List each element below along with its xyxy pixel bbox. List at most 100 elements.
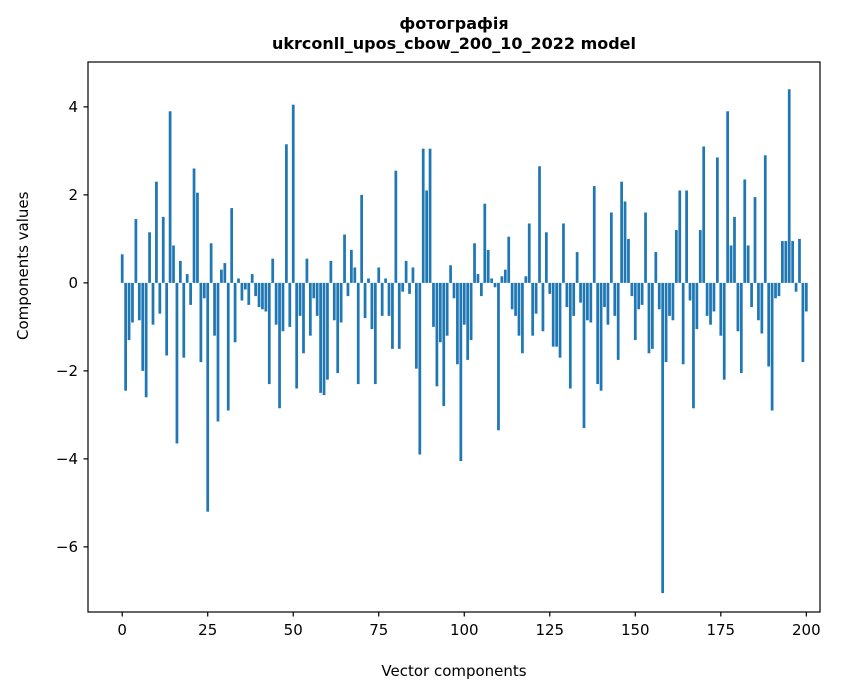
bar: [401, 282, 405, 292]
x-tick-label: 150: [621, 621, 650, 639]
bar: [726, 111, 730, 283]
bar: [127, 282, 131, 341]
bar: [332, 282, 336, 321]
bar: [285, 144, 288, 283]
bar: [254, 282, 257, 297]
bar: [343, 234, 346, 283]
bar: [350, 249, 353, 283]
bar: [582, 282, 586, 429]
bar: [476, 274, 480, 283]
bar: [151, 282, 155, 325]
bar: [367, 278, 370, 283]
bar: [172, 245, 175, 283]
bar: [391, 282, 394, 349]
bar: [261, 282, 264, 310]
bar: [647, 282, 651, 354]
bar: [148, 232, 151, 283]
bar: [558, 282, 562, 358]
y-tick-label: −2: [56, 362, 78, 380]
bar: [298, 282, 302, 316]
bar: [774, 282, 777, 299]
bar: [486, 249, 490, 283]
bar: [592, 186, 596, 283]
bar: [432, 282, 435, 327]
bar: [305, 258, 309, 283]
bar: [456, 282, 459, 365]
bar: [226, 282, 230, 411]
bar: [384, 278, 387, 283]
bar: [692, 282, 695, 409]
bar: [685, 190, 688, 283]
bar: [695, 282, 699, 330]
bar: [753, 197, 757, 283]
bar: [767, 282, 771, 367]
bar: [363, 282, 367, 319]
bar: [544, 232, 548, 283]
bar: [688, 282, 692, 301]
bar: [131, 282, 134, 323]
bar: [709, 282, 712, 325]
bar: [739, 282, 743, 374]
bar: [623, 201, 627, 283]
bar: [548, 282, 552, 294]
bar: [541, 282, 545, 332]
bar: [568, 282, 572, 389]
bar: [319, 282, 322, 393]
bar: [397, 282, 401, 349]
bar: [165, 282, 169, 356]
bar: [798, 238, 801, 283]
bar: [339, 282, 343, 323]
bar: [770, 282, 774, 411]
bar: [206, 282, 210, 512]
bar: [784, 241, 788, 283]
bar: [722, 282, 726, 380]
bar: [702, 146, 706, 283]
bar: [387, 282, 391, 316]
bar: [729, 245, 733, 283]
bar: [671, 282, 675, 321]
bar: [777, 282, 781, 297]
bar: [490, 278, 493, 283]
bar: [517, 282, 521, 336]
bar: [425, 190, 429, 283]
bar: [322, 282, 326, 396]
bar: [589, 282, 593, 323]
bar: [326, 282, 329, 380]
bar: [609, 212, 613, 283]
bar: [462, 282, 466, 325]
bar: [278, 282, 281, 409]
bar: [237, 278, 240, 283]
bar: [449, 265, 452, 283]
bar: [312, 282, 316, 299]
bar: [329, 260, 333, 283]
bar: [415, 282, 418, 369]
bar: [514, 282, 517, 316]
bar: [657, 282, 661, 310]
bar: [781, 241, 784, 283]
bar: [185, 274, 189, 283]
bar: [804, 282, 808, 312]
bar: [209, 243, 213, 283]
bar: [137, 282, 141, 321]
bar: [264, 282, 268, 312]
chart-title: фотографія ukrconll_upos_cbow_200_10_202…: [88, 14, 820, 54]
bar: [510, 282, 514, 310]
bar: [483, 203, 487, 283]
bar: [445, 282, 449, 336]
bar: [640, 282, 644, 305]
bar: [233, 282, 237, 343]
bar: [196, 192, 199, 283]
bar: [199, 282, 203, 363]
bar: [257, 282, 261, 308]
bar: [428, 148, 432, 283]
bar: [202, 282, 206, 299]
bar: [459, 282, 463, 462]
bar: [469, 282, 473, 341]
bar: [404, 260, 408, 283]
y-tick-label: −6: [56, 538, 78, 556]
bar: [120, 254, 124, 283]
bar: [698, 230, 702, 283]
bar: [497, 282, 500, 431]
bar: [794, 282, 798, 292]
